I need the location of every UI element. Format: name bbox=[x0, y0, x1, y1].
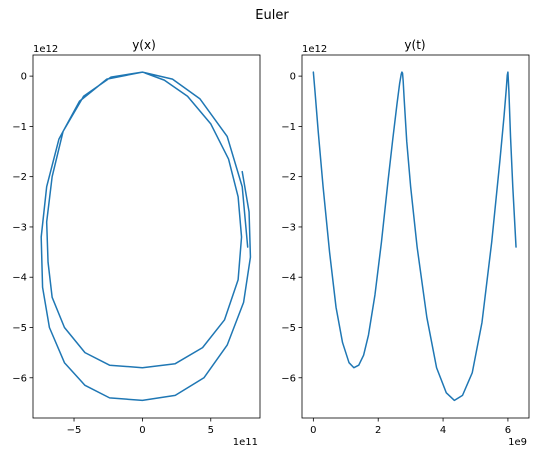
axes-frame-yt bbox=[301, 54, 530, 419]
figure-suptitle: Euler bbox=[255, 8, 289, 23]
x-offset-label-yt: 1e9 bbox=[508, 437, 527, 448]
y-tick-label-yt: −5 bbox=[281, 323, 296, 334]
y-tick-label-yt: −2 bbox=[281, 172, 296, 183]
chart-title-yt: y(t) bbox=[404, 38, 425, 52]
y-tick-label-yx: −5 bbox=[12, 323, 27, 334]
chart-panel-yx: y(x) 1e12 1e11 −5 0 5 0 −1 −2 −3 −4 −5 −6 bbox=[12, 38, 261, 448]
y-tick-label-yt: 0 bbox=[290, 72, 296, 83]
y-offset-label-yx: 1e12 bbox=[33, 44, 58, 55]
y-tick-label-yx: −1 bbox=[12, 122, 27, 133]
y-tick-label-yt: −1 bbox=[281, 122, 296, 133]
x-tick-label-yx: 5 bbox=[208, 425, 214, 436]
y-tick-label-yx: −2 bbox=[12, 172, 27, 183]
y-tick-label-yx: −4 bbox=[12, 273, 27, 284]
x-offset-label-yx: 1e11 bbox=[233, 437, 258, 448]
series-line-yx bbox=[40, 71, 252, 402]
x-tick-label-yt: 2 bbox=[375, 425, 381, 436]
y-tick-label-yt: −3 bbox=[281, 222, 296, 233]
y-tick-label-yx: 0 bbox=[21, 72, 27, 83]
y-tick-label-yt: −4 bbox=[281, 273, 296, 284]
y-tick-label-yx: −6 bbox=[12, 373, 27, 384]
x-tick-label-yt: 4 bbox=[440, 425, 446, 436]
y-tick-label-yx: −3 bbox=[12, 222, 27, 233]
series-line-yt bbox=[312, 71, 517, 402]
x-tick-label-yt: 6 bbox=[505, 425, 511, 436]
x-tick-label-yt: 0 bbox=[310, 425, 316, 436]
x-tick-label-yx: −5 bbox=[67, 425, 82, 436]
axes-frame-yx bbox=[32, 54, 261, 419]
y-tick-label-yt: −6 bbox=[281, 373, 296, 384]
x-tick-label-yx: 0 bbox=[139, 425, 145, 436]
chart-panel-yt: y(t) 1e12 1e9 0 2 4 6 0 −1 −2 −3 −4 −5 −6 bbox=[281, 38, 530, 448]
y-offset-label-yt: 1e12 bbox=[302, 44, 327, 55]
chart-title-yx: y(x) bbox=[132, 38, 156, 52]
